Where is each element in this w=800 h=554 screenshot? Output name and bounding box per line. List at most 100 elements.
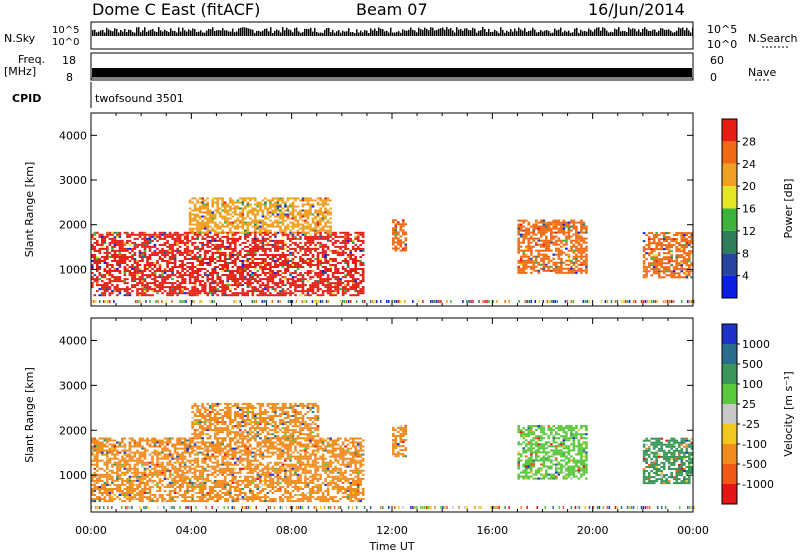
echo-cell xyxy=(213,201,217,204)
echo-cell xyxy=(143,274,147,277)
nsky-trace-bar xyxy=(384,31,386,36)
echo-cell xyxy=(203,268,207,270)
echo-cell xyxy=(665,274,668,277)
echo-cell xyxy=(246,215,250,218)
echo-cell xyxy=(289,254,292,256)
echo-cell xyxy=(580,267,583,270)
echo-cell xyxy=(690,240,694,243)
echo-cell xyxy=(555,243,558,246)
echo-cell xyxy=(156,445,159,448)
echo-cell xyxy=(131,280,134,283)
echo-cell xyxy=(468,300,470,303)
echo-cell xyxy=(181,300,183,303)
echo-cell xyxy=(141,258,144,260)
echo-cell xyxy=(418,300,420,303)
echo-cell xyxy=(346,239,350,242)
echo-cell xyxy=(690,234,694,237)
echo-cell xyxy=(171,266,174,268)
echo-cell xyxy=(354,266,357,268)
echo-cell xyxy=(253,300,255,303)
echo-cell xyxy=(251,292,255,295)
echo-cell xyxy=(537,239,541,242)
echo-cell xyxy=(141,272,144,274)
echo-cell xyxy=(567,231,571,234)
echo-cell xyxy=(206,209,209,212)
echo-cell xyxy=(168,235,172,238)
echo-cell xyxy=(274,235,277,238)
echo-cell xyxy=(118,270,122,272)
echo-cell xyxy=(226,284,229,287)
echo-cell xyxy=(118,276,122,279)
echo-cell xyxy=(266,223,270,226)
echo-cell xyxy=(128,483,132,486)
echo-cell xyxy=(163,233,167,236)
echo-cell xyxy=(296,266,300,268)
echo-cell xyxy=(201,199,204,202)
echo-cell xyxy=(101,483,104,486)
echo-cell xyxy=(284,247,287,250)
echo-cell xyxy=(171,500,174,503)
echo-cell xyxy=(309,199,312,202)
echo-cell xyxy=(111,465,114,468)
echo-cell xyxy=(665,248,668,251)
echo-cell xyxy=(106,481,109,484)
nsky-trace-bar xyxy=(184,30,186,36)
echo-cell xyxy=(116,290,119,293)
echo-cell xyxy=(570,265,573,268)
echo-cell xyxy=(321,215,325,218)
nsky-trace-bar xyxy=(104,32,106,36)
echo-cell xyxy=(161,463,164,466)
echo-cell xyxy=(532,269,536,272)
echo-cell xyxy=(171,481,174,484)
echo-cell xyxy=(148,488,152,490)
echo-cell xyxy=(153,284,157,287)
echo-cell xyxy=(324,256,327,258)
echo-cell xyxy=(136,469,139,472)
echo-cell xyxy=(685,260,689,263)
echo-cell xyxy=(344,268,347,270)
echo-cell xyxy=(304,219,307,222)
echo-cell xyxy=(126,486,129,488)
echo-cell xyxy=(118,463,122,466)
echo-cell xyxy=(289,243,292,246)
echo-cell xyxy=(688,252,691,255)
echo-cell xyxy=(363,300,366,303)
echo-cell xyxy=(128,467,132,470)
echo-cell xyxy=(133,286,137,289)
echo-cell xyxy=(93,262,97,264)
echo-cell xyxy=(136,272,139,274)
echo-cell xyxy=(316,280,320,283)
echo-cell xyxy=(203,227,207,230)
echo-cell xyxy=(577,247,581,250)
echo-cell xyxy=(229,229,232,232)
echo-cell xyxy=(156,483,159,486)
nsky-trace-bar xyxy=(494,29,496,36)
echo-cell xyxy=(213,223,217,226)
echo-cell xyxy=(341,245,345,248)
echo-cell xyxy=(106,245,109,248)
echo-cell xyxy=(306,290,310,293)
nsky-trace-bar xyxy=(566,31,568,36)
echo-cell xyxy=(264,288,267,291)
echo-cell xyxy=(264,231,267,234)
echo-cell xyxy=(261,292,265,295)
echo-cell xyxy=(281,247,285,250)
echo-cell xyxy=(398,300,400,303)
echo-cell xyxy=(324,209,327,212)
nsky-trace-bar xyxy=(654,29,656,36)
echo-cell xyxy=(254,235,257,238)
echo-cell xyxy=(218,213,222,216)
echo-cell xyxy=(116,483,119,486)
echo-cell xyxy=(642,250,646,253)
echo-cell xyxy=(216,266,219,268)
echo-cell xyxy=(231,203,235,206)
echo-cell xyxy=(91,278,94,281)
echo-cell xyxy=(241,260,245,262)
echo-cell xyxy=(166,266,169,268)
echo-cell xyxy=(274,197,277,200)
echo-cell xyxy=(236,225,240,228)
echo-cell xyxy=(251,251,255,254)
echo-cell xyxy=(259,274,262,277)
echo-cell xyxy=(261,284,265,287)
echo-cell xyxy=(356,284,360,287)
